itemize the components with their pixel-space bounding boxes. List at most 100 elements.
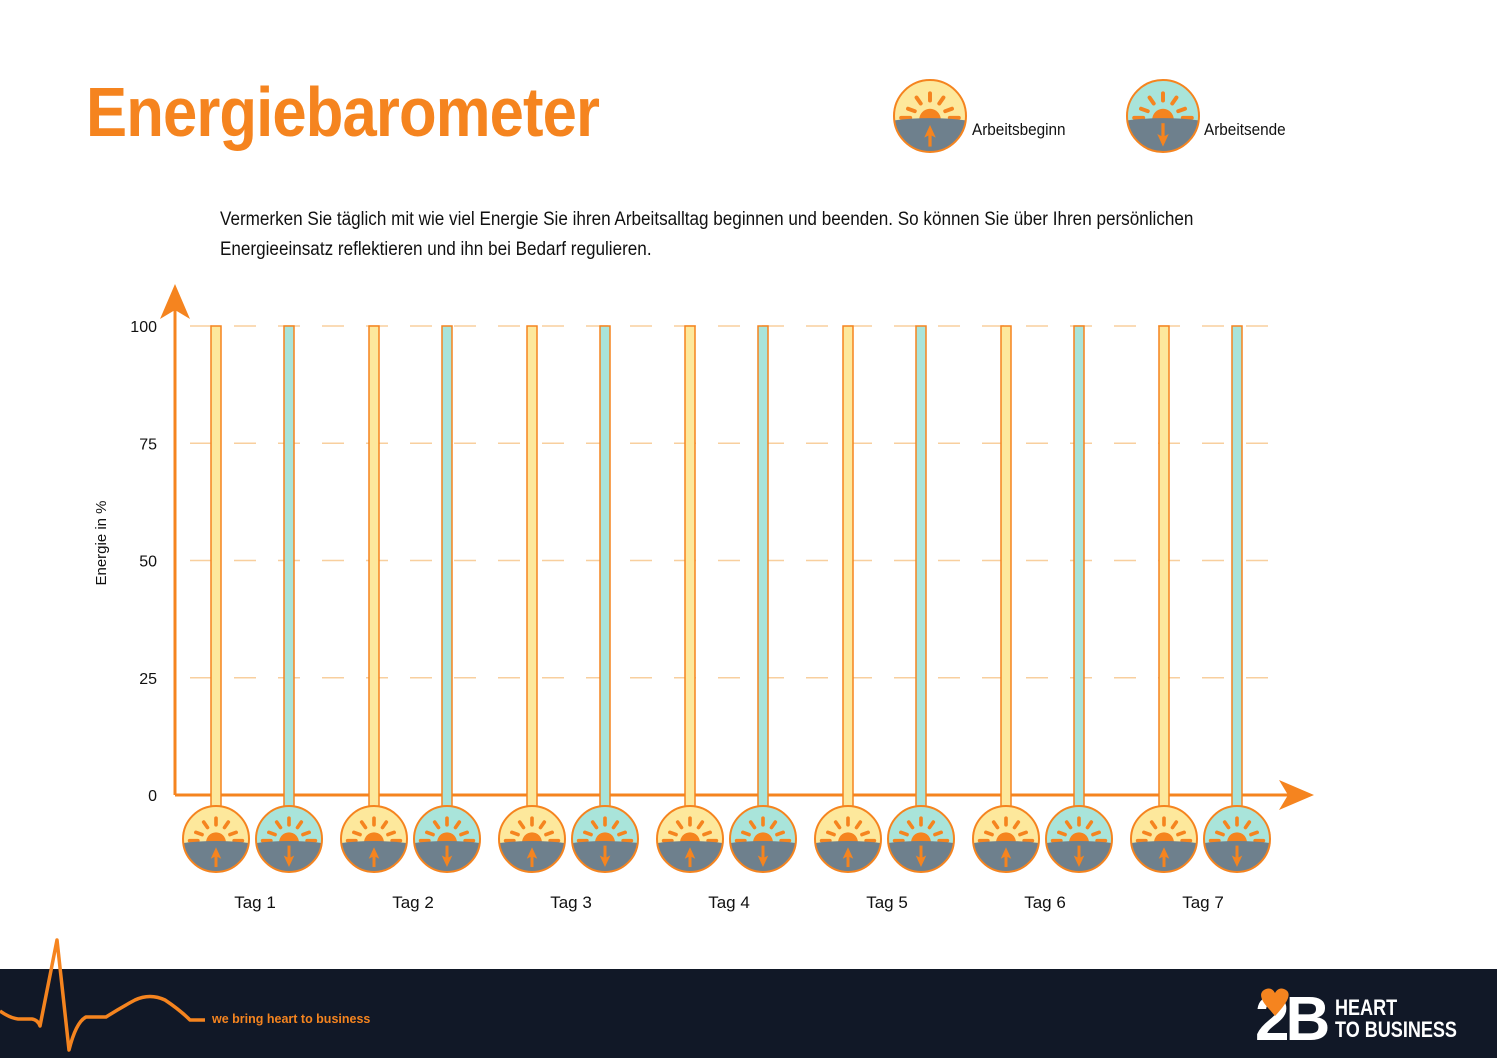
sun-ray: [984, 830, 994, 837]
icon-border: [814, 805, 882, 873]
sun-ray: [1064, 820, 1073, 830]
icon-border: [656, 805, 724, 873]
x-tick-label: Tag 5: [866, 893, 908, 912]
sun-ray: [1170, 95, 1179, 106]
sun-ray: [702, 830, 712, 837]
footer-tagline: we bring heart to business: [212, 1012, 371, 1026]
y-tick-label: 25: [139, 671, 157, 688]
sunset-icon: [1126, 79, 1200, 153]
arrow-head: [368, 847, 380, 859]
sun-ray: [1243, 820, 1252, 830]
icon-border: [893, 79, 967, 153]
logo-text: HEART TO BUSINESS: [1335, 997, 1457, 1041]
sun-ray: [510, 830, 520, 837]
y-tick-label: 50: [139, 554, 157, 571]
sun-ray: [1018, 830, 1028, 837]
sun-icon: [437, 832, 457, 843]
sun-ray: [1057, 830, 1067, 837]
icon-border: [182, 805, 250, 873]
sun-icon: [996, 832, 1016, 843]
sun-ray: [222, 820, 231, 830]
sun-ray: [590, 820, 599, 830]
sun-icon: [680, 832, 700, 843]
sun-ray: [937, 95, 946, 106]
sunset-icon: [887, 805, 955, 873]
sunset-icon: [1045, 805, 1113, 873]
sun-ray: [194, 830, 204, 837]
sun-ray: [1149, 820, 1158, 830]
sun-ray: [1176, 830, 1186, 837]
icon-border: [340, 805, 408, 873]
sun-ray: [617, 830, 627, 837]
sun-ray: [453, 820, 462, 830]
sun-icon: [522, 832, 542, 843]
arrow-head: [1231, 855, 1243, 868]
sun-ray: [459, 830, 469, 837]
sun-ray: [1085, 820, 1094, 830]
sun-ray: [991, 820, 1000, 830]
sunrise-icon: [972, 805, 1040, 873]
sun-ray: [1215, 830, 1225, 837]
sunset-icon: [1203, 805, 1271, 873]
sun-icon: [753, 832, 773, 843]
legend-icons: [893, 79, 1200, 153]
sun-ray: [228, 830, 238, 837]
icon-border: [1126, 79, 1200, 153]
sun-ray: [274, 820, 283, 830]
sun-ray: [425, 830, 435, 837]
arrow-head: [915, 855, 927, 868]
sun-ray: [538, 820, 547, 830]
sun-ray: [386, 830, 396, 837]
sun-ray: [668, 830, 678, 837]
sun-ray: [775, 830, 785, 837]
sun-ray: [860, 830, 870, 837]
y-tick-label: 75: [139, 436, 157, 453]
x-tick-label: Tag 4: [708, 893, 750, 912]
y-axis-arrow-icon: [160, 284, 190, 319]
icon-border: [255, 805, 323, 873]
sun-ray: [833, 820, 842, 830]
sunrise-icon: [1130, 805, 1198, 873]
sun-ray: [906, 820, 915, 830]
sunrise-icon: [340, 805, 408, 873]
sun-icon: [1152, 108, 1174, 120]
sun-ray: [1249, 830, 1259, 837]
y-tick-label: 100: [130, 319, 157, 336]
sunset-icon: [571, 805, 639, 873]
x-tick-label: Tag 2: [392, 893, 434, 912]
footer: [0, 969, 1497, 1058]
arrow-head: [684, 847, 696, 859]
sun-ray: [432, 820, 441, 830]
sun-ray: [899, 830, 909, 837]
arrow-head: [1000, 847, 1012, 859]
sun-ray: [906, 106, 917, 114]
arrow-head: [757, 855, 769, 868]
sun-ray: [380, 820, 389, 830]
arrow-head: [924, 125, 936, 138]
x-tick-label: Tag 3: [550, 893, 592, 912]
arrow-head: [210, 847, 222, 859]
sun-icon: [1154, 832, 1174, 843]
icon-border: [571, 805, 639, 873]
sunset-icon: [255, 805, 323, 873]
sun-icon: [206, 832, 226, 843]
icon-border: [887, 805, 955, 873]
sun-ray: [301, 830, 311, 837]
sun-icon: [1227, 832, 1247, 843]
sunrise-icon: [893, 79, 967, 153]
legend-label-end: Arbeitsende: [1204, 120, 1286, 139]
icon-border: [498, 805, 566, 873]
logo-line-2: TO BUSINESS: [1335, 1017, 1457, 1042]
sun-icon: [838, 832, 858, 843]
sunset-icon: [729, 805, 797, 873]
icon-border: [972, 805, 1040, 873]
sun-ray: [1170, 820, 1179, 830]
intro-text: Vermerken Sie täglich mit wie viel Energ…: [220, 209, 1194, 260]
icon-border: [1130, 805, 1198, 873]
sun-ray: [1139, 106, 1150, 114]
x-tick-label: Tag 7: [1182, 893, 1224, 912]
sun-ray: [769, 820, 778, 830]
icon-border: [729, 805, 797, 873]
sun-ray: [1091, 830, 1101, 837]
